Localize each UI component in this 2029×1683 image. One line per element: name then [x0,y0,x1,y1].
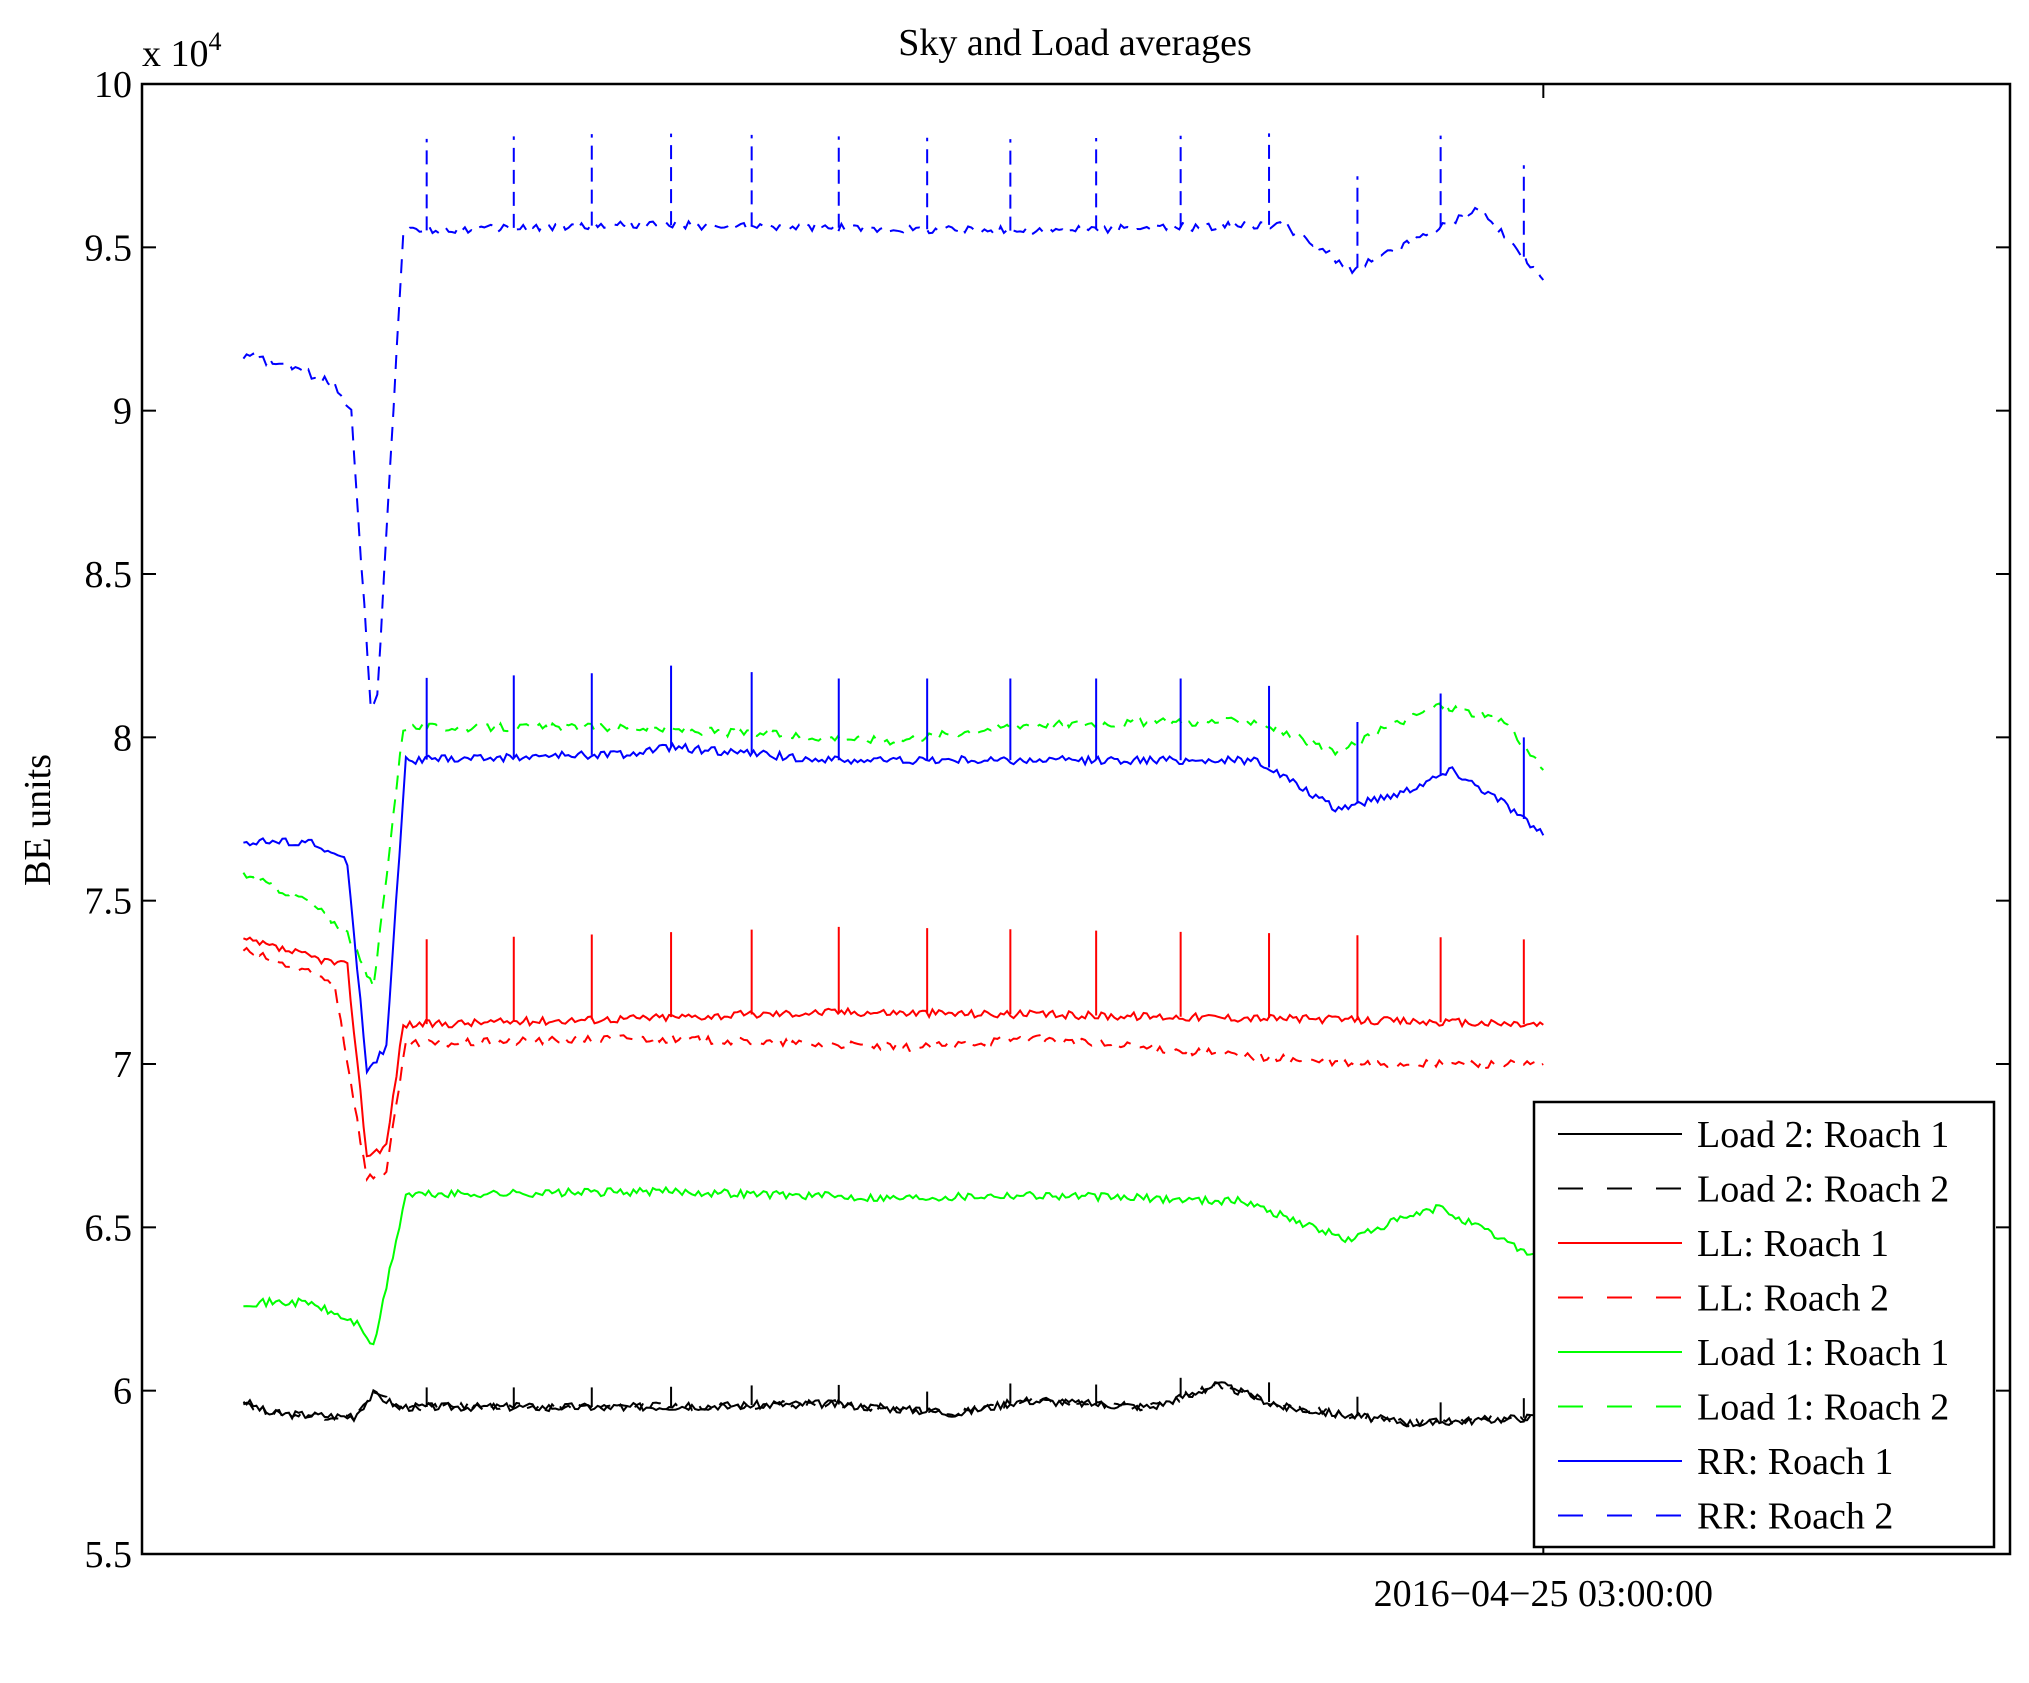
legend-label: LL: Roach 1 [1697,1223,1889,1265]
series-line [242,700,1545,988]
y-tick-label: 8 [113,717,132,759]
series-line [243,936,1544,1158]
y-tick-label: 7.5 [85,881,133,923]
legend-box [1532,1100,1996,1549]
series-line [243,741,1545,1076]
legend: Load 2: Roach 1 Load 2: Roach 2 LL: Roach … [1532,1100,1996,1549]
legend-label: Load 2: Roach 1 [1697,1114,1949,1156]
y-multiplier-base: x 10 [142,33,209,75]
axes-box [140,82,2012,1556]
y-tick-label: 5.5 [85,1534,133,1576]
series-line [243,1185,1545,1346]
series-load-1-roach-1 [243,1185,1545,1346]
legend-label: Load 1: Roach 1 [1697,1332,1949,1374]
series-line [242,946,1544,1183]
y-axis-label: BE units [17,754,59,886]
series-line [242,1381,1544,1428]
series-load-2-roach-1 [242,1377,1544,1428]
legend-label: RR: Roach 2 [1697,1496,1893,1538]
series-rr-roach-2 [242,133,1545,712]
series-load-2-roach-2 [242,1382,1544,1429]
y-tick-label: 6.5 [85,1207,133,1249]
plot-area [242,133,1545,1429]
series-line [242,1382,1544,1429]
y-tick-label: 9.5 [85,227,133,269]
y-tick-label: 8.5 [85,554,133,596]
axis-ticks: 5.5 6 6.5 7 7.5 8 8.5 9 9.5 10 2016−04−25 03:00:00 [85,64,2010,1615]
y-tick-label: 6 [113,1371,132,1413]
series-ll-roach-1 [243,926,1544,1158]
series-load-1-roach-2 [242,700,1545,988]
y-tick-label: 10 [94,64,132,106]
x-tick-label: 2016−04−25 03:00:00 [1374,1573,1713,1615]
chart-title: Sky and Load averages [898,22,1252,64]
series-rr-roach-1 [243,665,1545,1076]
legend-label: RR: Roach 1 [1697,1441,1893,1483]
legend-label: LL: Roach 2 [1697,1278,1889,1320]
y-tick-label: 7 [113,1044,132,1086]
y-tick-label: 9 [113,391,132,433]
series-ll-roach-2 [242,946,1544,1183]
series-line [242,206,1545,712]
legend-label: Load 2: Roach 2 [1697,1169,1949,1211]
y-multiplier: x 104 [142,27,222,75]
y-multiplier-exponent: 4 [209,27,222,56]
legend-label: Load 1: Roach 2 [1697,1387,1949,1429]
